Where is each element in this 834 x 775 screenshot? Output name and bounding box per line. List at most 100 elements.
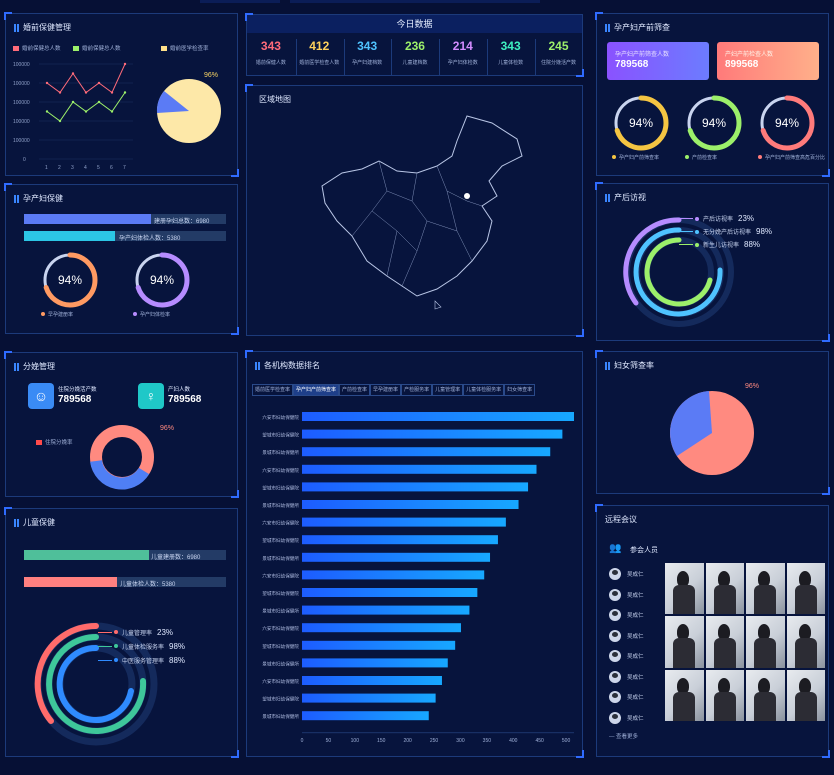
- capital-marker-icon: [464, 193, 470, 199]
- participant-body: [713, 638, 736, 668]
- ranking-bar[interactable]: [302, 570, 485, 580]
- today-stat: 412 婚前医学检查人数: [295, 39, 342, 75]
- title-marker-icon: [605, 361, 607, 370]
- x-tick-label: 6: [110, 165, 113, 171]
- legend-item: 住院分娩率: [36, 438, 73, 446]
- ranking-bar[interactable]: [302, 447, 551, 457]
- ranking-bar[interactable]: [302, 429, 563, 439]
- attendees-label: 参会人员: [630, 547, 658, 554]
- ranking-bar[interactable]: [302, 535, 498, 545]
- pie-chart: [156, 79, 221, 143]
- legend-dot-icon: [114, 644, 118, 648]
- video-tile[interactable]: [746, 563, 785, 615]
- tab-ranking[interactable]: 产检服务率: [401, 384, 433, 396]
- tab-ranking[interactable]: 婚前医学检查率: [252, 384, 294, 396]
- china-map[interactable]: [317, 111, 537, 311]
- bar-category-label: 望城市妇幼保健院: [262, 590, 299, 597]
- ranking-bar[interactable]: [302, 605, 470, 615]
- stat-label: 婚前保健人数: [255, 60, 286, 66]
- ranking-bar[interactable]: [302, 552, 491, 562]
- ranking-bar[interactable]: [302, 676, 442, 685]
- legend-dot-icon: [695, 229, 699, 234]
- attendee-item[interactable]: 吴成仁: [609, 605, 669, 626]
- mother-icon: ♀: [138, 383, 164, 409]
- stat-value: 789568: [615, 59, 649, 70]
- attendee-item[interactable]: 吴成仁: [609, 708, 669, 729]
- ranking-bar[interactable]: [302, 412, 574, 421]
- video-tile[interactable]: [705, 669, 744, 721]
- attendee-item[interactable]: 吴成仁: [609, 564, 669, 585]
- ranking-bar[interactable]: [302, 640, 456, 650]
- panel-title: 各机构数据排名: [264, 361, 320, 370]
- progress-bar: 儿童建册数：6980: [24, 550, 226, 561]
- ranking-bar[interactable]: [302, 500, 519, 509]
- video-tile[interactable]: [665, 616, 704, 668]
- video-tile[interactable]: [786, 563, 825, 615]
- video-tile[interactable]: [665, 563, 704, 615]
- bar-category-label: 六安市妇幼保健院: [262, 520, 299, 527]
- attendee-item[interactable]: 吴成仁: [609, 585, 669, 606]
- ranking-bar[interactable]: [302, 658, 448, 668]
- radial-bar-chart: [34, 622, 158, 746]
- today-stat: 245 住院分娩活产数: [534, 39, 581, 75]
- participant-silhouette: [798, 624, 811, 641]
- progress-fill: [24, 231, 115, 241]
- stat-value: 245: [548, 39, 569, 53]
- panel-map: 区域地图: [245, 84, 584, 337]
- ring-arc: [134, 252, 190, 308]
- tab-ranking[interactable]: 早孕建册率: [370, 384, 402, 396]
- tab-ranking[interactable]: 妇女筛查率: [504, 384, 536, 396]
- panel-title: 区域地图: [259, 95, 291, 104]
- stat-label: 儿童体检数: [498, 60, 524, 66]
- legend-dot-icon: [114, 630, 118, 634]
- x-tick-label: 4: [84, 165, 87, 171]
- ranking-bar[interactable]: [302, 517, 506, 527]
- ring-value: 94%: [57, 273, 83, 287]
- stat-card-checkup[interactable]: 产妇产前检查人数 899568: [717, 42, 819, 80]
- series-point: [45, 110, 49, 113]
- attendee-item[interactable]: 吴成仁: [609, 626, 669, 647]
- participant-body: [754, 691, 776, 721]
- ranking-bar[interactable]: [302, 588, 478, 597]
- series-point: [97, 81, 101, 85]
- ring-gauge: 94% 早孕建册率: [41, 251, 99, 318]
- ranking-bar[interactable]: [302, 482, 529, 492]
- ranking-bar[interactable]: [302, 464, 537, 474]
- leader-line: [98, 659, 112, 661]
- participant-body: [794, 585, 817, 615]
- stat-value: 789568: [168, 394, 202, 405]
- see-more-link[interactable]: — 查看更多: [609, 734, 639, 740]
- attendee-item[interactable]: 吴成仁: [609, 667, 669, 688]
- title-marker-icon: [605, 23, 607, 32]
- ranking-bar[interactable]: [302, 711, 429, 721]
- ring-label: 孕产妇体检率: [133, 311, 211, 318]
- tab-ranking[interactable]: 孕产妇产前筛查率: [293, 384, 340, 396]
- panel-ranking: 各机构数据排名 婚前医学检查率 孕产妇产前筛查率 产前检查率 早孕建册率 产检服务率 儿童…: [245, 350, 584, 758]
- attendee-item[interactable]: 吴成仁: [609, 687, 669, 708]
- x-tick-label: 350: [483, 738, 492, 744]
- attendee-item[interactable]: 吴成仁: [609, 646, 669, 667]
- video-tile[interactable]: [705, 616, 744, 668]
- video-tile[interactable]: [786, 616, 825, 668]
- tab-ranking[interactable]: 儿童体检服务率: [463, 384, 505, 396]
- avatar: [609, 609, 621, 622]
- tab-ranking[interactable]: 儿童管理率: [432, 384, 464, 396]
- tab-ranking[interactable]: 产前检查率: [339, 384, 371, 396]
- video-tile[interactable]: [746, 616, 785, 668]
- bar-category-label: 六安市妇幼保健院: [262, 625, 299, 632]
- video-tile[interactable]: [786, 669, 825, 721]
- video-tile[interactable]: [705, 563, 744, 615]
- ring-value: 94%: [774, 116, 800, 130]
- stat-label: 孕产妇建档数: [352, 60, 383, 66]
- ranking-bar[interactable]: [302, 623, 461, 633]
- panel-meeting: 远程会议 👥 参会人员 吴成仁 吴成仁 吴成仁 吴成仁 吴成仁 吴成仁 吴成仁 吴成仁 — 查…: [595, 504, 830, 758]
- stat-card-screening[interactable]: 孕产妇产前筛查人数 789568: [607, 42, 709, 80]
- participant-silhouette: [677, 571, 689, 587]
- x-tick-label: 400: [509, 738, 518, 744]
- title-marker-icon: [14, 194, 16, 203]
- x-tick-label: 5: [97, 165, 100, 171]
- bar-category-label: 景城市妇幼保健所: [262, 555, 299, 562]
- video-tile[interactable]: [665, 669, 704, 721]
- ranking-bar[interactable]: [302, 693, 436, 703]
- video-tile[interactable]: [746, 669, 785, 721]
